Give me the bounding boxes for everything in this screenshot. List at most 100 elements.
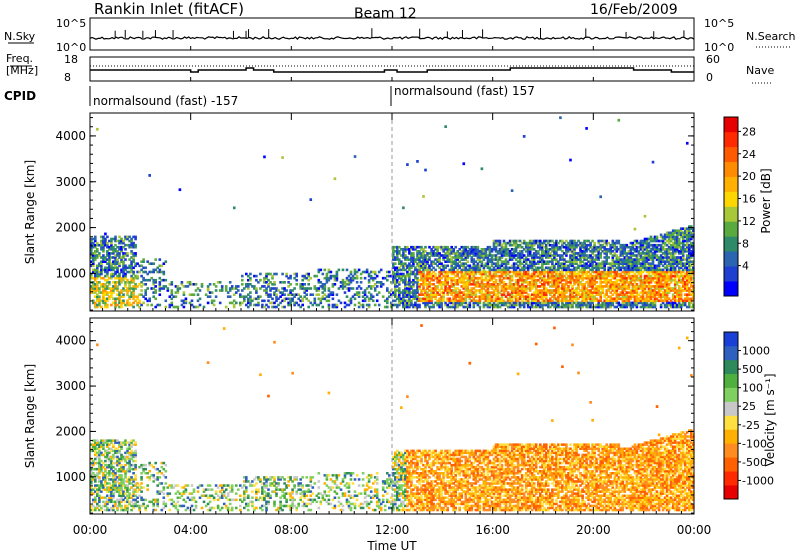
- radar-cell: [390, 289, 393, 292]
- radar-cell: [206, 289, 210, 292]
- radar-cell: [319, 297, 323, 301]
- radar-cell: [575, 276, 578, 280]
- radar-cell: [444, 283, 447, 286]
- radar-cell: [532, 258, 536, 261]
- radar-cell: [490, 258, 494, 261]
- radar-cell: [633, 301, 637, 305]
- radar-cell: [504, 272, 508, 276]
- radar-cell: [543, 270, 546, 274]
- radar-cell: [420, 293, 423, 296]
- radar-cell: [94, 243, 97, 247]
- radar-cell: [557, 293, 560, 296]
- radar-cell: [551, 299, 554, 303]
- radar-cell: [152, 283, 155, 286]
- radar-cell: [128, 303, 131, 307]
- radar-cell: [677, 297, 681, 301]
- radar-cell: [114, 272, 117, 276]
- radar-cell: [432, 305, 435, 309]
- radar-cell: [416, 245, 419, 249]
- radar-cell: [94, 235, 97, 239]
- radar-cell: [532, 305, 536, 309]
- radar-cell: [526, 305, 530, 309]
- radar-cell: [665, 268, 669, 272]
- radar-cell: [126, 301, 129, 305]
- radar-cell: [508, 256, 512, 259]
- noise-left-tick-top: 10^5: [56, 17, 86, 30]
- radar-cell: [609, 301, 612, 305]
- radar-cell: [530, 305, 534, 309]
- radar-cell: [317, 303, 321, 307]
- radar-cell: [134, 262, 137, 265]
- radar-cell: [456, 305, 459, 309]
- radar-cell: [659, 272, 663, 276]
- radar-cell: [587, 289, 590, 292]
- radar-cell: [647, 270, 651, 274]
- radar-cell: [657, 272, 661, 276]
- radar-cell: [625, 281, 629, 284]
- radar-cell: [526, 276, 530, 280]
- radar-cell: [597, 266, 600, 270]
- radar-cell: [408, 250, 411, 253]
- radar-cell: [585, 305, 588, 309]
- radar-cell: [651, 289, 655, 292]
- radar-cell: [631, 276, 635, 280]
- radar-cell: [623, 256, 627, 259]
- radar-cell: [649, 293, 653, 296]
- radar-cell: [228, 301, 232, 305]
- radar-cell: [343, 291, 347, 294]
- radar-cell: [474, 252, 478, 255]
- radar-cell: [452, 299, 455, 303]
- radar-cell: [347, 289, 351, 292]
- radar-cell: [669, 276, 673, 280]
- radar-cell: [547, 272, 550, 276]
- radar-cell: [657, 287, 661, 290]
- radar-cell: [436, 254, 439, 257]
- radar-cell: [567, 260, 570, 263]
- radar-cell: [567, 285, 570, 288]
- radar-cell: [565, 295, 568, 298]
- radar-cell: [518, 270, 522, 274]
- radar-cell: [522, 303, 526, 307]
- radar-cell: [619, 258, 623, 261]
- radar-cell: [122, 252, 125, 255]
- radar-cell: [637, 278, 641, 282]
- radar-cell: [635, 239, 639, 243]
- radar-cell: [631, 303, 635, 307]
- radar-cell: [500, 301, 504, 305]
- radar-cell: [398, 266, 401, 270]
- radar-cell: [295, 301, 298, 305]
- radar-cell: [450, 252, 453, 255]
- radar-cell: [571, 241, 574, 245]
- radar-cell: [659, 250, 663, 253]
- radar-cell: [591, 268, 594, 272]
- radar-cell: [534, 274, 538, 278]
- radar-cell: [414, 301, 417, 305]
- radar-cell: [404, 303, 407, 307]
- radar-cell: [537, 291, 540, 294]
- radar-cell: [466, 250, 470, 253]
- radar-cell: [508, 274, 512, 278]
- radar-cell: [595, 285, 598, 288]
- radar-cell: [402, 303, 405, 307]
- radar-cell: [345, 268, 349, 272]
- radar-cell: [520, 301, 524, 305]
- radar-cell: [569, 301, 572, 305]
- radar-cell: [522, 254, 526, 257]
- radar-cell: [488, 272, 492, 276]
- radar-cell: [420, 297, 423, 301]
- radar-cell: [400, 268, 403, 272]
- radar-cell: [561, 297, 564, 301]
- radar-cell: [633, 289, 637, 292]
- radar-cell: [510, 274, 514, 278]
- radar-cell: [504, 283, 508, 286]
- radar-cell: [444, 276, 447, 280]
- radar-cell: [675, 233, 679, 237]
- radar-cell: [591, 291, 594, 294]
- radar-cell: [557, 305, 560, 309]
- radar-cell: [673, 258, 677, 261]
- radar-cell: [589, 305, 592, 309]
- radar-cell: [261, 299, 264, 303]
- radar-cell: [597, 287, 600, 290]
- radar-cell: [154, 285, 157, 288]
- radar-cell: [498, 301, 502, 305]
